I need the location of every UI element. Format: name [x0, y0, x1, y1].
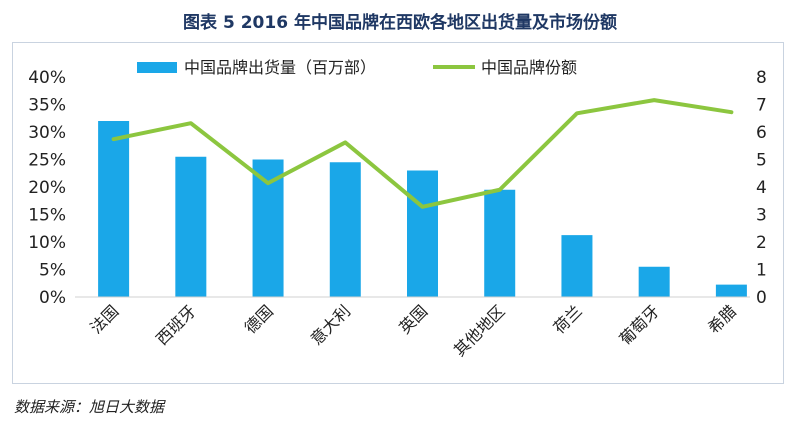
- y-right-tick-label: 6: [756, 123, 767, 143]
- share-point-8: [652, 98, 656, 102]
- x-tick-label: 希腊: [704, 301, 740, 337]
- y-left-tick-label: 25%: [28, 151, 66, 171]
- y-left-tick-label: 0%: [39, 288, 66, 308]
- legend-line-label: 中国品牌份额: [481, 58, 577, 77]
- x-tick-label: 葡萄牙: [616, 301, 663, 348]
- share-point-9: [729, 110, 733, 114]
- bar-1: [98, 121, 130, 297]
- y-right-tick-label: 5: [756, 151, 767, 171]
- x-tick-label: 意大利: [307, 301, 354, 348]
- y-left-tick-label: 10%: [28, 233, 66, 253]
- bar-9: [715, 284, 747, 297]
- y-left-tick-label: 35%: [28, 96, 66, 116]
- y-right-tick-label: 4: [756, 178, 767, 198]
- y-right-tick-label: 3: [756, 206, 767, 226]
- legend-bar-label: 中国品牌出货量（百万部）: [184, 58, 376, 77]
- bar-5: [407, 170, 438, 297]
- x-tick-label: 德国: [241, 301, 277, 337]
- chart-title: 图表 5 2016 年中国品牌在西欧各地区出货量及市场份额: [183, 13, 617, 33]
- share-point-6: [498, 188, 502, 192]
- y-right-tick-label: 1: [756, 261, 767, 281]
- y-left-tick-label: 30%: [28, 123, 66, 143]
- bar-3: [252, 159, 284, 297]
- data-source: 数据来源：旭日大数据: [14, 398, 165, 416]
- bar-4: [329, 162, 361, 297]
- y-right-tick-label: 8: [756, 68, 767, 88]
- y-right-tick-label: 0: [756, 288, 767, 308]
- y-left-tick-label: 20%: [28, 178, 66, 198]
- x-tick-label: 荷兰: [550, 301, 586, 337]
- bar-6: [484, 189, 516, 297]
- y-left-tick-label: 5%: [39, 261, 66, 281]
- share-point-1: [112, 137, 116, 141]
- x-tick-label: 法国: [86, 301, 122, 337]
- share-point-2: [189, 121, 193, 125]
- y-right-tick-label: 7: [756, 96, 767, 116]
- share-point-3: [266, 181, 270, 185]
- bar-7: [561, 235, 593, 297]
- x-tick-label: 西班牙: [152, 301, 199, 348]
- y-left-tick-label: 15%: [28, 206, 66, 226]
- share-point-7: [575, 111, 579, 115]
- x-tick-label: 英国: [395, 301, 431, 337]
- legend-bar-swatch: [137, 62, 177, 73]
- y-right-tick-label: 2: [756, 233, 767, 253]
- bar-2: [175, 156, 207, 297]
- x-tick-label: 其他地区: [450, 301, 509, 360]
- share-point-5: [421, 205, 424, 209]
- y-left-tick-label: 40%: [28, 68, 66, 88]
- bar-8: [638, 266, 670, 297]
- share-point-4: [343, 140, 347, 144]
